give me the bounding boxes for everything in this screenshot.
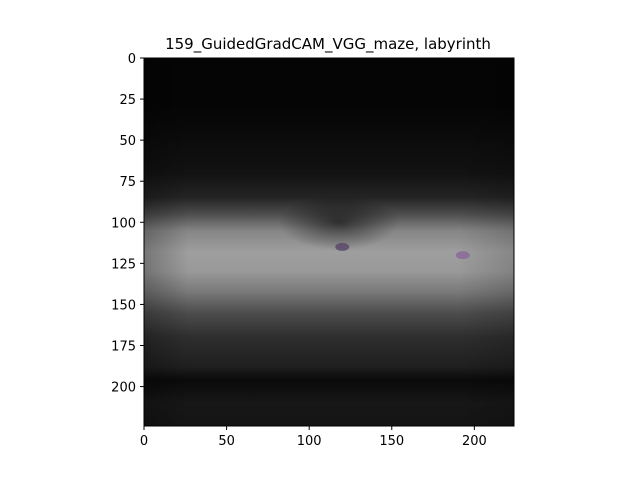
x-tick-label-150: 150	[379, 434, 404, 449]
heatmap-dark-spot	[278, 194, 399, 251]
x-tick-label-200: 200	[462, 434, 487, 449]
x-tick-label-100: 100	[297, 434, 322, 449]
plot-frame	[143, 57, 515, 427]
y-tick-label-100: 100	[111, 216, 136, 231]
highlight-mark-0	[335, 242, 350, 251]
y-tick-label-0: 0	[128, 52, 136, 67]
x-tick-label-50: 50	[218, 434, 235, 449]
heatmap-highlights	[335, 242, 470, 260]
y-axis: 0 25 50 75 100 125 150 175 200	[111, 52, 144, 396]
x-axis: 0 50 100 150 200	[140, 426, 487, 449]
heatmap-image	[144, 58, 514, 426]
highlight-mark-1	[455, 251, 470, 260]
y-tick-label-200: 200	[111, 381, 136, 396]
y-tick-label-125: 125	[111, 257, 136, 272]
y-tick-label-25: 25	[119, 93, 136, 108]
y-tick-label-50: 50	[119, 134, 136, 149]
y-tick-label-150: 150	[111, 298, 136, 313]
y-tick-label-75: 75	[119, 175, 136, 190]
x-tick-label-0: 0	[140, 434, 148, 449]
chart-title: 159_GuidedGradCAM_VGG_maze, labyrinth	[165, 35, 491, 54]
y-tick-label-175: 175	[111, 340, 136, 355]
